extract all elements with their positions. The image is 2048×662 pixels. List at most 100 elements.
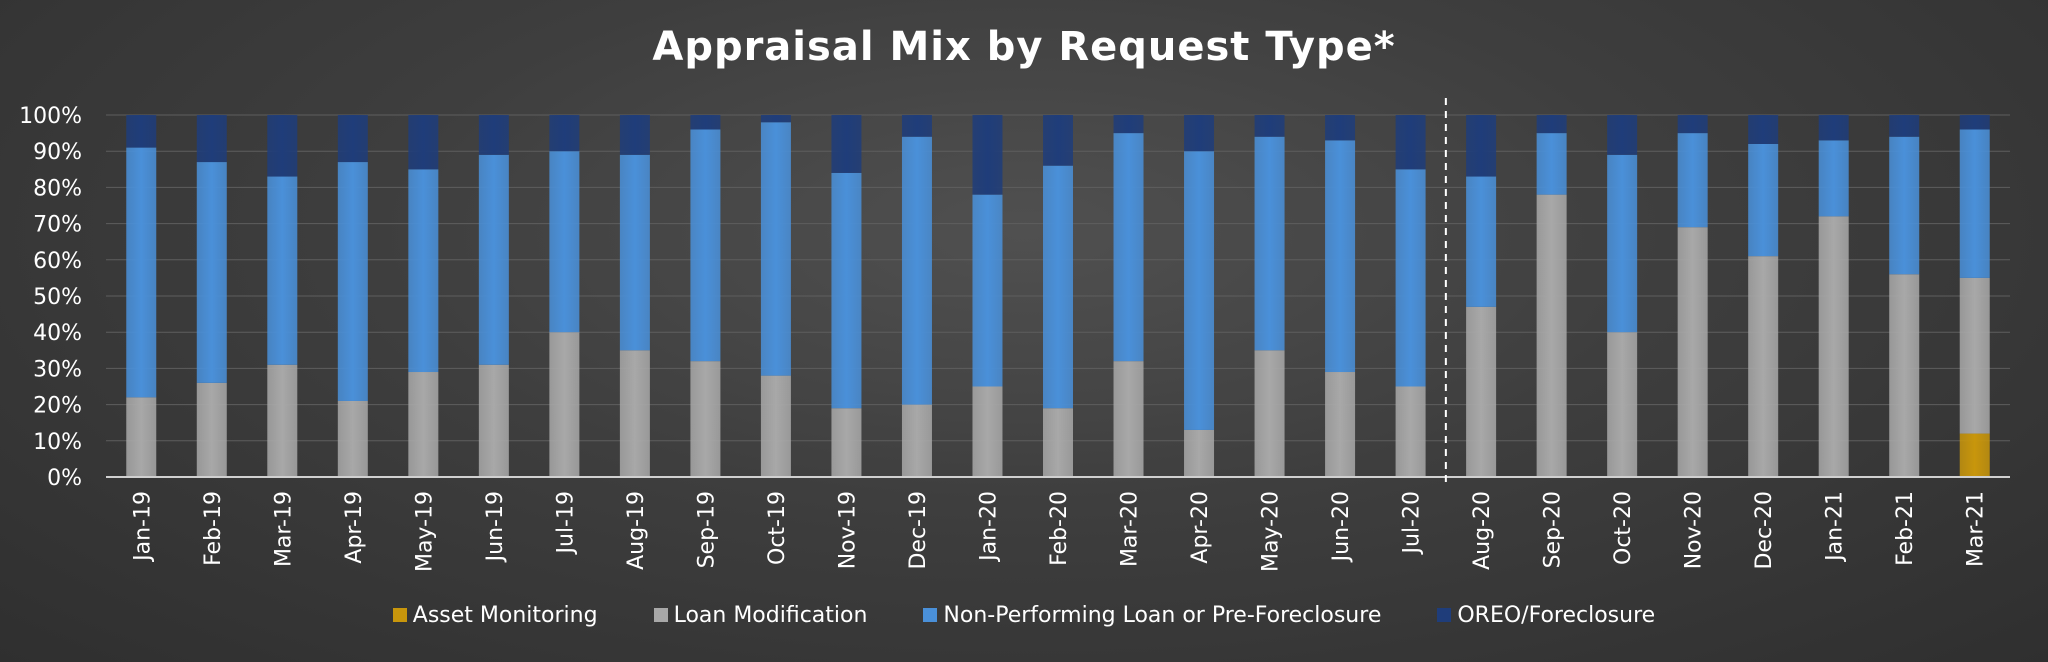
x-tick-label: Nov-19: [835, 491, 860, 569]
x-tick-label: Dec-20: [1752, 491, 1777, 570]
bar-segment-oreo-foreclosure: [972, 115, 1003, 195]
bar-segment-oreo-foreclosure: [1325, 115, 1356, 141]
legend-label: Asset Monitoring: [412, 602, 598, 628]
bar-segment-loan-modification: [760, 375, 791, 477]
bar-segment-non-performing-loan-or-pre-foreclosure: [972, 194, 1003, 387]
bar-segment-non-performing-loan-or-pre-foreclosure: [267, 176, 298, 365]
bar-segment-oreo-foreclosure: [1395, 115, 1426, 170]
bar-segment-non-performing-loan-or-pre-foreclosure: [1607, 154, 1638, 333]
bar-segment-oreo-foreclosure: [1184, 115, 1215, 152]
x-tick-label: Jan-19: [130, 491, 155, 563]
y-tick-label: 90%: [33, 140, 82, 165]
bar-segment-loan-modification: [1536, 194, 1567, 477]
bar-segment-loan-modification: [972, 386, 1003, 477]
bar-segment-oreo-foreclosure: [478, 115, 509, 155]
bar-segment-loan-modification: [1607, 332, 1638, 477]
bar-segment-loan-modification: [196, 382, 227, 477]
x-tick-label: Jan-21: [1823, 491, 1848, 563]
y-tick-label: 10%: [33, 430, 82, 455]
y-tick-label: 40%: [33, 321, 82, 346]
bar-segment-loan-modification: [478, 364, 509, 477]
x-tick-label: Nov-20: [1682, 491, 1707, 569]
legend: Asset Monitoring Loan Modification Non-Per…: [0, 600, 2048, 630]
x-tick-label: Jul-19: [553, 491, 578, 555]
bar-segment-non-performing-loan-or-pre-foreclosure: [1748, 143, 1779, 257]
bar-segment-non-performing-loan-or-pre-foreclosure: [619, 154, 650, 351]
bar-segment-non-performing-loan-or-pre-foreclosure: [126, 147, 157, 398]
bar-segment-oreo-foreclosure: [126, 115, 157, 148]
x-tick-label: Feb-19: [201, 491, 226, 566]
y-tick-label: 20%: [33, 394, 82, 419]
legend-item: Asset Monitoring: [392, 600, 598, 630]
x-tick-label: Feb-20: [1047, 491, 1072, 566]
x-tick-label: Jan-20: [976, 491, 1001, 563]
bar-segment-oreo-foreclosure: [1043, 115, 1073, 166]
bar-segment-non-performing-loan-or-pre-foreclosure: [1325, 140, 1356, 373]
x-tick-label: Dec-19: [906, 491, 931, 570]
bar-segment-loan-modification: [408, 372, 439, 477]
bar-segment-non-performing-loan-or-pre-foreclosure: [408, 169, 439, 373]
bar-segment-non-performing-loan-or-pre-foreclosure: [1677, 133, 1708, 228]
legend-item: OREO/Foreclosure: [1437, 600, 1655, 630]
bar-segment-loan-modification: [1325, 372, 1356, 477]
y-tick-label: 30%: [33, 357, 82, 382]
bar-segment-non-performing-loan-or-pre-foreclosure: [690, 129, 721, 362]
bar-segment-non-performing-loan-or-pre-foreclosure: [549, 151, 580, 333]
bar-segment-loan-modification: [901, 404, 932, 477]
bar-segment-loan-modification: [1677, 227, 1708, 477]
bar-segment-oreo-foreclosure: [1889, 115, 1920, 137]
bar-segment-loan-modification: [1818, 216, 1849, 478]
x-tick-label: Mar-21: [1964, 491, 1989, 567]
legend-label: OREO/Foreclosure: [1457, 602, 1656, 628]
bar-segment-oreo-foreclosure: [1607, 115, 1638, 155]
bar-segment-loan-modification: [831, 408, 862, 477]
x-tick-label: Jun-20: [1329, 491, 1354, 563]
bar-segment-oreo-foreclosure: [1113, 115, 1144, 134]
y-tick-label: 0%: [47, 466, 82, 491]
bar-segment-non-performing-loan-or-pre-foreclosure: [337, 162, 368, 401]
x-tick-label: Feb-21: [1893, 491, 1918, 566]
bar-segment-asset-monitoring: [1959, 433, 1990, 477]
x-tick-label: Sep-20: [1541, 491, 1566, 568]
bar-segment-loan-modification: [267, 364, 298, 477]
bar-segment-oreo-foreclosure: [1748, 115, 1779, 144]
bar-segment-non-performing-loan-or-pre-foreclosure: [1184, 151, 1215, 430]
y-tick-label: 100%: [19, 104, 82, 129]
bar-segment-non-performing-loan-or-pre-foreclosure: [1889, 136, 1920, 275]
bar-segment-loan-modification: [126, 397, 157, 477]
bar-segment-oreo-foreclosure: [619, 115, 650, 155]
bar-segment-loan-modification: [690, 361, 721, 477]
x-tick-label: Sep-19: [694, 491, 719, 568]
bar-segment-loan-modification: [1748, 256, 1779, 477]
bar-segment-oreo-foreclosure: [1959, 115, 1990, 130]
bar-segment-oreo-foreclosure: [1536, 115, 1567, 134]
x-tick-label: Oct-20: [1611, 491, 1636, 565]
bar-segment-non-performing-loan-or-pre-foreclosure: [1254, 136, 1285, 351]
bar-segment-non-performing-loan-or-pre-foreclosure: [196, 162, 227, 383]
x-tick-label: Apr-19: [342, 491, 367, 564]
x-tick-label: Oct-19: [765, 491, 790, 565]
y-tick-label: 80%: [33, 176, 82, 201]
bar-segment-oreo-foreclosure: [1677, 115, 1708, 134]
legend-swatch: [923, 608, 938, 622]
bar-segment-oreo-foreclosure: [337, 115, 368, 163]
bar-segment-loan-modification: [1889, 274, 1920, 477]
bar-segment-loan-modification: [1959, 277, 1990, 434]
bar-segment-non-performing-loan-or-pre-foreclosure: [1466, 176, 1497, 307]
bar-segment-loan-modification: [1395, 386, 1426, 477]
bar-segment-oreo-foreclosure: [408, 115, 439, 170]
bar-segment-oreo-foreclosure: [267, 115, 298, 177]
x-tick-label: Mar-20: [1118, 491, 1143, 567]
bar-segment-non-performing-loan-or-pre-foreclosure: [1395, 169, 1426, 387]
bar-segment-loan-modification: [619, 350, 650, 477]
x-tick-label: May-20: [1259, 491, 1284, 572]
bar-segment-non-performing-loan-or-pre-foreclosure: [1959, 129, 1990, 278]
bar-segment-loan-modification: [1466, 306, 1497, 477]
x-tick-label: Apr-20: [1188, 491, 1213, 564]
bar-segment-non-performing-loan-or-pre-foreclosure: [901, 136, 932, 405]
bar-segment-loan-modification: [337, 400, 368, 477]
bar-segment-oreo-foreclosure: [690, 115, 721, 130]
bar-segment-loan-modification: [1184, 429, 1215, 477]
legend-item: Non-Performing Loan or Pre-Foreclosure: [923, 600, 1381, 630]
